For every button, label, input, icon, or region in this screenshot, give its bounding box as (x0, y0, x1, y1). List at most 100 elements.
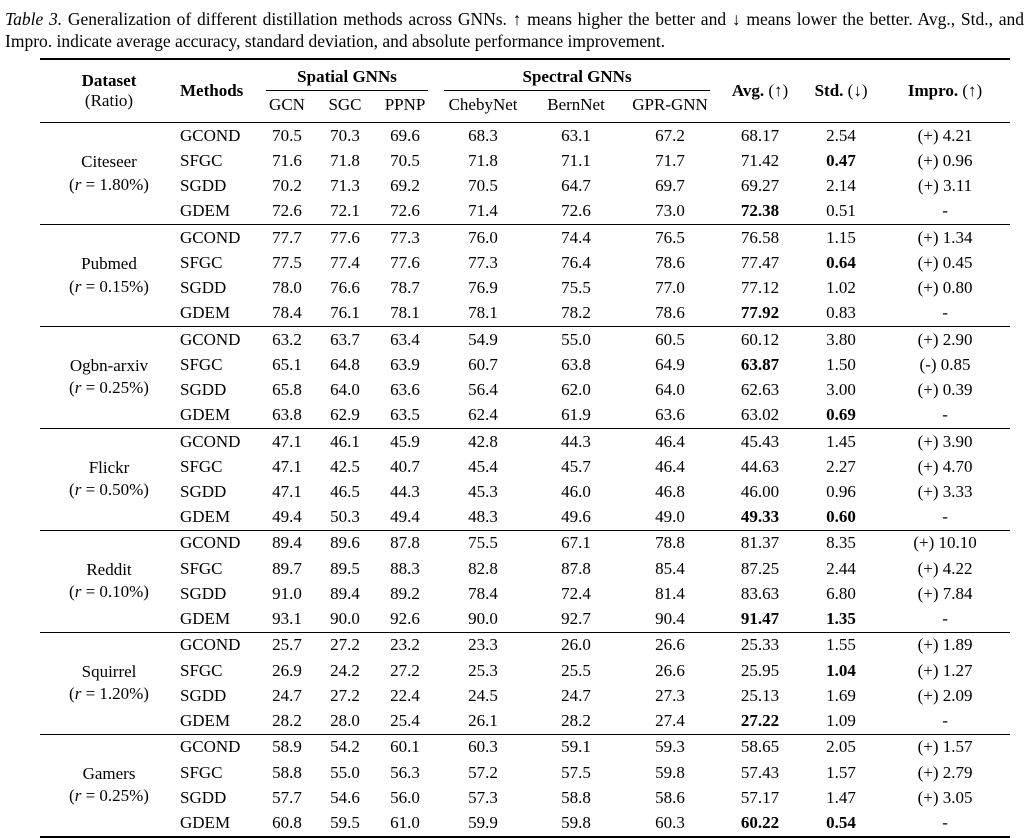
table-row: SFGC 65.1 64.8 63.9 60.7 63.8 64.9 63.87 1.50 (-)… (40, 352, 1010, 377)
cell-sgc: 71.8 (330, 150, 360, 170)
cell-sgc: 89.4 (330, 583, 360, 603)
cell-bernnet: 25.5 (561, 660, 591, 680)
cell-sgc: 59.5 (330, 813, 360, 833)
table-row: SFGC 77.5 77.4 77.6 77.3 76.4 78.6 77.47 0.64 (+)… (40, 250, 1010, 275)
table-row: GDEM 60.8 59.5 61.0 59.9 59.8 60.3 60.22 0.54 - (40, 810, 1010, 836)
cell-chebynet: 45.4 (468, 456, 498, 476)
cell-sgc: 46.5 (330, 481, 360, 501)
cell-ppnp: 87.8 (374, 529, 437, 557)
cell-impro: (+) 10.10 (880, 529, 1011, 557)
cell-gpr-gnn: 78.6 (655, 303, 685, 323)
dataset-name: Ogbn-arxiv (69, 356, 149, 376)
cell-gcn: 77.7 (258, 224, 316, 251)
table-row: Flickr (r = 0.50%) GCOND 47.1 46.1 45.9 42.8 44… (40, 427, 1011, 531)
method-cell: SFGC (180, 558, 223, 578)
cell-gcn: 47.1 (258, 427, 316, 455)
cell-avg: 68.17 (740, 125, 780, 145)
method-cell: SGDD (180, 583, 227, 603)
cell-bernnet: 55.0 (530, 325, 623, 353)
table-row: GDEM 63.8 62.9 63.5 62.4 61.9 63.6 63.02 0.69 - (40, 403, 1010, 429)
table-row: SGDD 91.0 89.4 89.2 78.4 72.4 81.4 83.63 6.80 (+)… (40, 581, 1010, 606)
method-cell: SGDD (180, 380, 227, 400)
cell-ppnp: 63.6 (390, 380, 420, 400)
cell-avg: 81.37 (718, 529, 803, 557)
cell-sgc: 89.5 (330, 558, 360, 578)
cell-bernnet: 59.1 (530, 733, 623, 760)
table-row: SGDD 24.7 27.2 22.4 24.5 24.7 27.3 25.13 1.69 (+)… (40, 683, 1010, 708)
cell-sgc: 77.6 (316, 224, 374, 251)
dataset-cell: Reddit (r = 0.10%) (40, 529, 178, 633)
cell-chebynet: 57.3 (468, 787, 498, 807)
method-cell: SFGC (180, 456, 223, 476)
table-row: SGDD 57.7 54.6 56.0 57.3 58.8 58.6 57.17 1.47 (+)… (40, 785, 1010, 810)
table-row: Ogbn-arxiv (r = 0.25%) GCOND 63.2 63.7 63.4 54… (40, 325, 1011, 429)
cell-avg: 25.33 (718, 631, 803, 659)
cell-bernnet: 62.0 (561, 380, 591, 400)
cell-sgc: 42.5 (330, 456, 360, 476)
cell-avg: 45.43 (718, 427, 803, 455)
header-row-models: GCN SGC PPNP ChebyNet BernNet GPR-GNN (40, 91, 1010, 123)
cell-ppnp: 70.5 (390, 150, 420, 170)
header-col-ppnp: PPNP (384, 95, 426, 115)
cell-std: 0.64 (826, 252, 856, 272)
cell-impro: (+) 1.34 (880, 224, 1011, 251)
cell-gpr-gnn: 60.5 (622, 325, 719, 353)
table-row: GDEM 78.4 76.1 78.1 78.1 78.2 78.6 77.92 0.83 - (40, 301, 1010, 327)
method-cell: GCOND (180, 125, 241, 145)
dataset-name: Flickr (88, 458, 130, 478)
cell-avg: 25.95 (740, 660, 780, 680)
cell-ppnp: 77.3 (374, 224, 437, 251)
cell-ppnp: 88.3 (390, 558, 420, 578)
method-cell: SGDD (180, 278, 227, 298)
cell-gpr-gnn: 81.4 (655, 583, 685, 603)
cell-ppnp: 40.7 (390, 456, 420, 476)
header-std: Std. (↓) (802, 59, 880, 123)
cell-sgc: 63.7 (316, 325, 374, 353)
cell-std: 1.09 (826, 711, 856, 731)
cell-chebynet: 26.1 (468, 711, 498, 731)
cell-sgc: 90.0 (330, 609, 360, 629)
cell-impro: (+) 4.70 (917, 456, 973, 476)
cell-std: 0.96 (826, 481, 856, 501)
method-cell: SGDD (180, 685, 227, 705)
cell-std: 1.45 (802, 427, 881, 455)
cell-bernnet: 75.5 (561, 278, 591, 298)
cell-ppnp: 45.9 (374, 427, 437, 455)
cell-gpr-gnn: 85.4 (655, 558, 685, 578)
table-row: SGDD 78.0 76.6 78.7 76.9 75.5 77.0 77.12 1.02 (+)… (40, 276, 1010, 301)
method-cell: GDEM (180, 609, 231, 629)
cell-std: 3.80 (802, 325, 881, 353)
cell-chebynet: 90.0 (468, 609, 498, 629)
cell-gcn: 63.2 (258, 325, 316, 353)
cell-ppnp: 56.3 (390, 762, 420, 782)
cell-impro: - (942, 711, 948, 731)
method-cell: SGDD (180, 787, 227, 807)
method-cell: GCOND (178, 224, 258, 251)
cell-ppnp: 56.0 (390, 787, 420, 807)
cell-gcn: 26.9 (272, 660, 302, 680)
cell-avg: 71.42 (740, 150, 780, 170)
cell-chebynet: 56.4 (468, 380, 498, 400)
cell-gpr-gnn: 46.4 (622, 427, 719, 455)
cell-gcn: 89.4 (258, 529, 316, 557)
table-row: SGDD 47.1 46.5 44.3 45.3 46.0 46.8 46.00 0.96 (+)… (40, 479, 1010, 504)
cell-bernnet: 24.7 (561, 685, 591, 705)
cell-avg: 63.87 (740, 354, 780, 374)
method-cell: SFGC (180, 762, 223, 782)
cell-sgc: 28.0 (330, 711, 360, 731)
cell-std: 2.05 (802, 733, 881, 760)
cell-gpr-gnn: 26.6 (622, 631, 719, 659)
cell-avg: 76.58 (718, 224, 803, 251)
cell-gcn: 77.5 (272, 252, 302, 272)
cell-avg: 49.33 (740, 507, 780, 527)
cell-ppnp: 77.6 (390, 252, 420, 272)
cell-gpr-gnn: 27.4 (655, 711, 685, 731)
method-cell: GDEM (180, 201, 231, 221)
cell-gcn: 70.5 (272, 125, 302, 145)
cell-gcn: 24.7 (272, 685, 302, 705)
cell-ppnp: 61.0 (390, 813, 420, 833)
cell-bernnet: 74.4 (530, 224, 623, 251)
cell-gpr-gnn: 71.7 (655, 150, 685, 170)
cell-std: 8.35 (802, 529, 881, 557)
cell-gpr-gnn: 58.6 (655, 787, 685, 807)
